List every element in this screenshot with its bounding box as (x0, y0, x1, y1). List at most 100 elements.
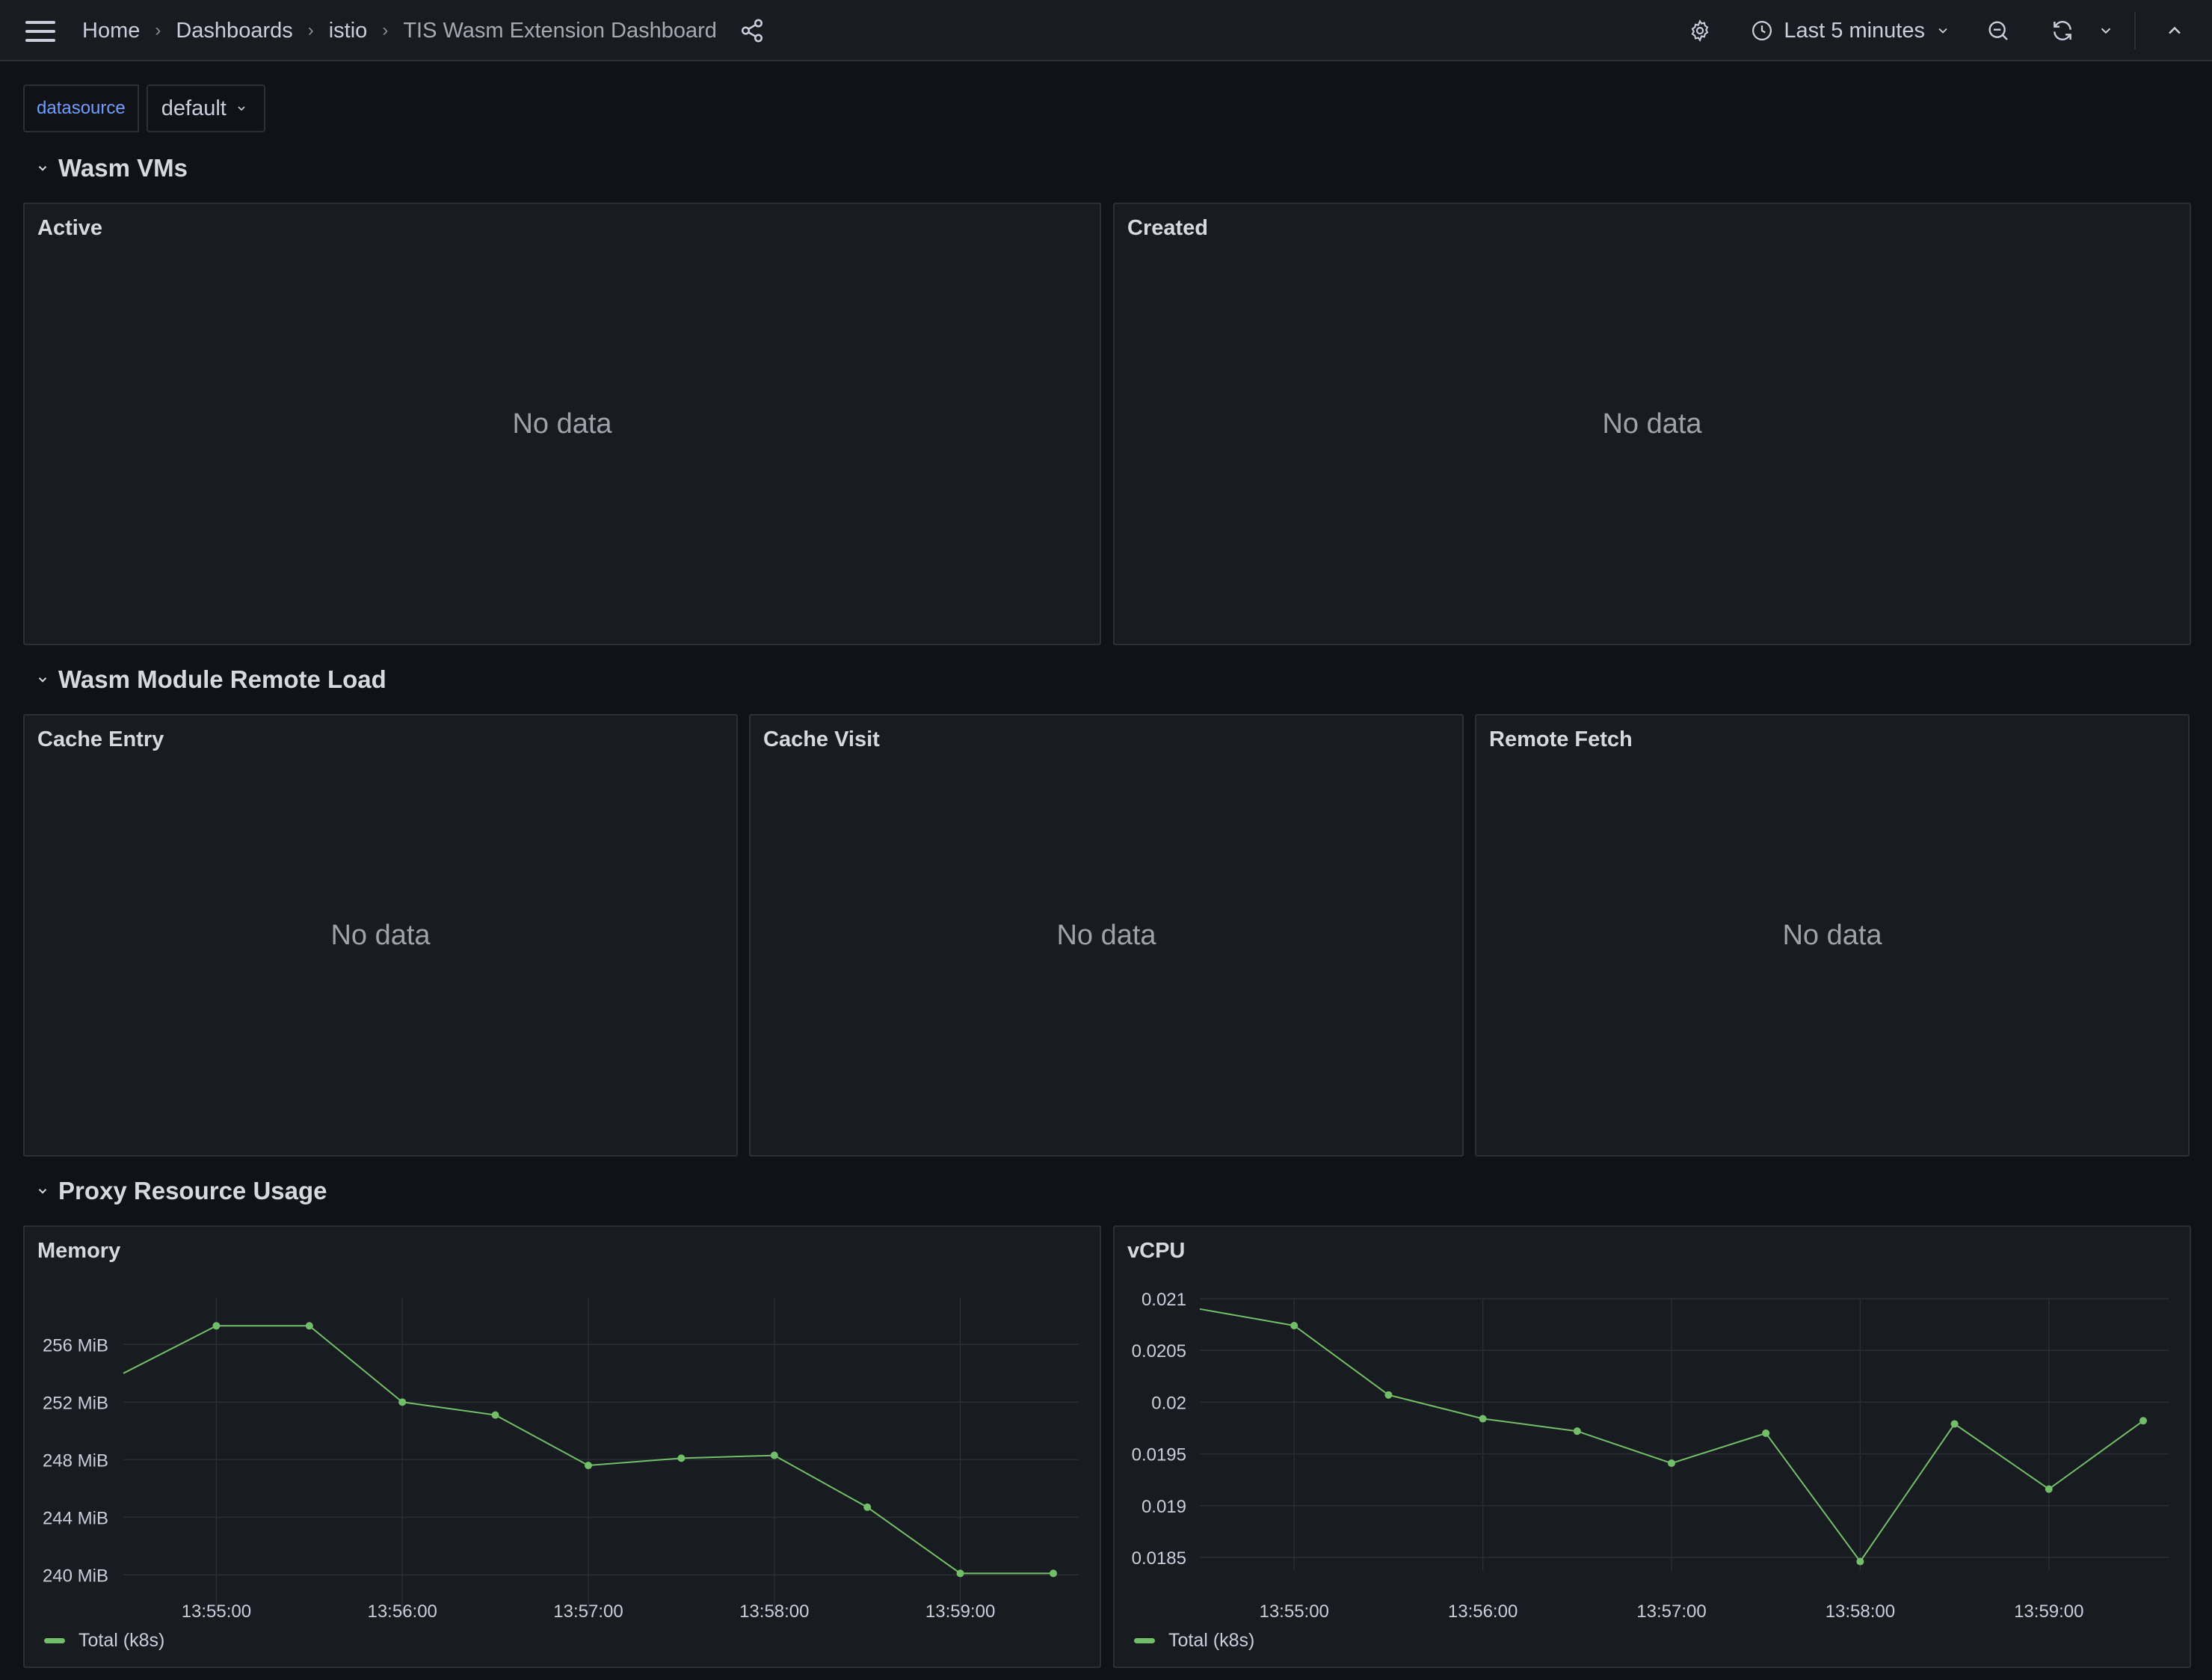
datasource-variable-label: datasource (23, 84, 139, 132)
refresh-interval-button[interactable] (2091, 8, 2121, 53)
y-tick-label: 0.0195 (1132, 1445, 1186, 1465)
panel-memory: Memory 240 MiB 244 MiB 248 MiB 252 MiB 256 M… (23, 1225, 1101, 1668)
y-tick-label: 252 MiB (43, 1393, 108, 1413)
no-data-message: No data (1602, 407, 1702, 440)
legend-swatch (44, 1638, 65, 1643)
time-range-picker[interactable]: Last 5 minutes (1739, 8, 1962, 53)
zoom-out-button[interactable] (1976, 8, 2021, 53)
breadcrumb-folder[interactable]: istio (328, 18, 368, 43)
legend-item[interactable]: Total (k8s) (44, 1630, 164, 1652)
data-point[interactable] (398, 1398, 407, 1406)
x-tick-label: 13:57:00 (553, 1601, 623, 1622)
chevron-up-icon (2169, 26, 2181, 34)
data-point[interactable] (2139, 1417, 2147, 1425)
no-data-message: No data (512, 407, 612, 440)
data-point[interactable] (1573, 1427, 1581, 1436)
x-tick-label: 13:59:00 (925, 1601, 995, 1622)
gear-icon (1692, 19, 1709, 42)
chevron-right-icon: › (307, 20, 314, 40)
datasource-value: default (161, 96, 227, 120)
panel-cache-entry: Cache Entry No data (23, 714, 738, 1157)
chevron-down-icon (2101, 28, 2111, 34)
menu-icon[interactable] (25, 21, 55, 42)
x-tick-label: 13:59:00 (2014, 1601, 2083, 1622)
settings-button[interactable] (1678, 8, 1722, 53)
y-tick-label: 0.0205 (1132, 1341, 1186, 1361)
no-data-message: No data (1056, 919, 1156, 951)
panel-created: Created No data (1113, 203, 2191, 645)
no-data-message: No data (1782, 919, 1882, 951)
row-title: Wasm VMs (58, 154, 188, 182)
x-tick-label: 13:56:00 (367, 1601, 437, 1622)
row-wasm-module-remote-load[interactable]: Wasm Module Remote Load (36, 662, 386, 697)
panel-title: Cache Visit (763, 727, 880, 751)
data-point[interactable] (491, 1411, 499, 1419)
collapse-nav-button[interactable] (2152, 8, 2197, 53)
x-tick-label: 13:55:00 (182, 1601, 251, 1622)
toolbar: Last 5 minutes (1678, 0, 2212, 61)
panel-title: Cache Entry (37, 727, 164, 751)
zoom-out-icon (1988, 21, 2008, 40)
datasource-select[interactable]: default (146, 84, 265, 132)
data-point[interactable] (863, 1503, 872, 1511)
data-point[interactable] (305, 1322, 313, 1330)
row-proxy-resource-usage[interactable]: Proxy Resource Usage (36, 1174, 327, 1208)
panel-vcpu: vCPU 0.0185 0.019 0.0195 0.02 0.0205 0.021 13:… (1113, 1225, 2191, 1668)
top-nav-bar: Home › Dashboards › istio › TIS Wasm Ext… (0, 0, 2212, 61)
data-point[interactable] (1050, 1569, 1057, 1578)
data-point[interactable] (1950, 1420, 1959, 1428)
legend-label: Total (k8s) (1168, 1630, 1255, 1651)
toolbar-divider (2134, 12, 2136, 49)
vcpu-chart[interactable]: 0.0185 0.019 0.0195 0.02 0.0205 0.021 13:55:00… (1115, 1227, 2190, 1667)
data-point[interactable] (585, 1462, 592, 1470)
chevron-down-icon (38, 166, 47, 171)
breadcrumb-dashboards[interactable]: Dashboards (176, 18, 293, 43)
row-wasm-vms[interactable]: Wasm VMs (36, 151, 188, 185)
y-tick-label: 0.0185 (1132, 1548, 1186, 1569)
panel-cache-visit: Cache Visit No data (749, 714, 1464, 1157)
y-tick-label: 244 MiB (43, 1508, 108, 1528)
data-point[interactable] (1290, 1321, 1298, 1329)
page-title: TIS Wasm Extension Dashboard (403, 18, 717, 43)
data-point[interactable] (1856, 1557, 1864, 1566)
data-point[interactable] (2045, 1485, 2053, 1493)
x-tick-label: 13:57:00 (1636, 1601, 1706, 1622)
panel-title: Created (1127, 216, 1208, 240)
panel-title: Memory (37, 1239, 121, 1263)
row-title: Wasm Module Remote Load (58, 665, 386, 693)
y-tick-label: 0.02 (1151, 1393, 1186, 1413)
memory-chart[interactable]: 240 MiB 244 MiB 248 MiB 252 MiB 256 MiB 13:55… (25, 1227, 1100, 1667)
y-tick-label: 248 MiB (43, 1450, 108, 1471)
data-point[interactable] (1384, 1391, 1393, 1399)
x-tick-label: 13:56:00 (1448, 1601, 1518, 1622)
time-range-label: Last 5 minutes (1784, 18, 1925, 43)
breadcrumb: Home › Dashboards › istio › TIS Wasm Ext… (82, 0, 765, 61)
legend-label: Total (k8s) (78, 1630, 165, 1651)
chevron-right-icon: › (155, 20, 161, 40)
x-tick-label: 13:58:00 (739, 1601, 809, 1622)
data-point[interactable] (212, 1322, 221, 1330)
clock-icon (1752, 21, 1772, 40)
no-data-message: No data (330, 919, 431, 951)
y-tick-label: 240 MiB (43, 1566, 108, 1586)
breadcrumb-home[interactable]: Home (82, 18, 141, 43)
legend-item[interactable]: Total (k8s) (1134, 1630, 1254, 1652)
data-point[interactable] (677, 1454, 686, 1462)
chevron-down-icon (238, 106, 245, 111)
data-point[interactable] (1668, 1459, 1675, 1468)
chevron-down-icon (1938, 28, 1947, 34)
data-point[interactable] (1479, 1415, 1487, 1423)
x-tick-label: 13:55:00 (1259, 1601, 1328, 1622)
chevron-right-icon: › (382, 20, 389, 40)
share-icon[interactable] (739, 18, 765, 43)
refresh-icon (2054, 21, 2071, 40)
data-point[interactable] (770, 1451, 778, 1459)
y-tick-label: 0.019 (1142, 1497, 1186, 1517)
row-title: Proxy Resource Usage (58, 1177, 327, 1204)
data-point[interactable] (956, 1569, 964, 1578)
y-tick-label: 0.021 (1142, 1290, 1186, 1310)
legend-swatch (1134, 1638, 1155, 1643)
refresh-button[interactable] (2040, 8, 2085, 53)
data-point[interactable] (1762, 1429, 1770, 1437)
y-tick-label: 256 MiB (43, 1335, 108, 1356)
